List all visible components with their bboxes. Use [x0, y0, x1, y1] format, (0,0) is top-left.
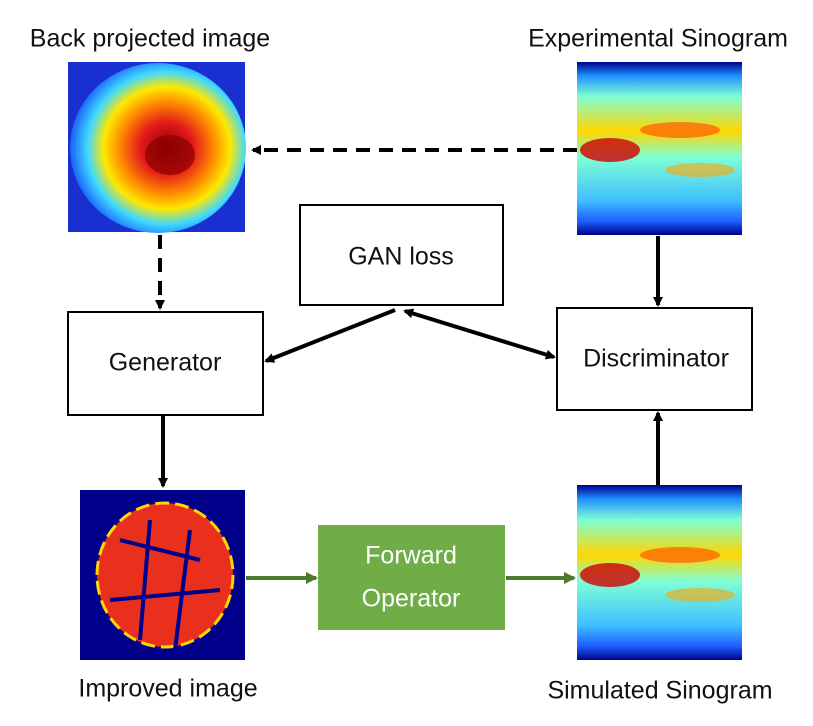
- improved-image: [80, 490, 245, 660]
- image-label: Back projected image: [30, 25, 270, 53]
- image-label: Simulated Sinogram: [547, 677, 772, 705]
- back-projected-image: [68, 62, 246, 233]
- node-label: Operator: [362, 585, 461, 613]
- node-label: Forward: [365, 542, 457, 570]
- image-label: Experimental Sinogram: [528, 25, 788, 53]
- node-label: Discriminator: [583, 345, 729, 373]
- node-label: GAN loss: [348, 243, 454, 271]
- experimental-sinogram: [577, 62, 742, 235]
- simulated-sinogram: [577, 485, 742, 660]
- image-label: Improved image: [78, 675, 257, 703]
- diagram: Back projected image Experimental Sinogr…: [0, 0, 813, 726]
- node-label: Generator: [109, 349, 222, 377]
